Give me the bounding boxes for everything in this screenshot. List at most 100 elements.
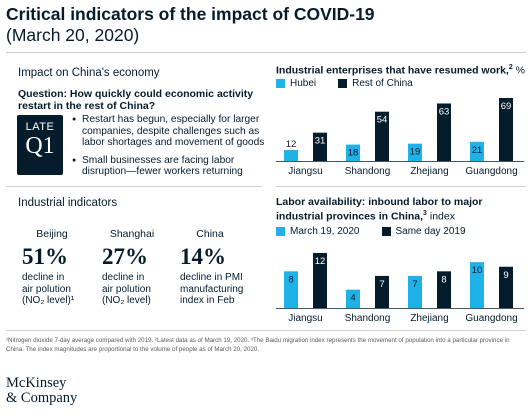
legend-swatch-dark	[381, 227, 391, 236]
bar-value-label: 4	[350, 293, 355, 304]
indicator-desc-line: index in Feb	[180, 295, 235, 306]
legend-label: Hubei	[290, 78, 317, 89]
legend-label: Rest of China	[352, 78, 413, 89]
chart1-svg: 12 31 Jiangsu 18 54 Shandong 19 63 Zhejiang 21 69 G…	[276, 98, 524, 177]
category-label: Shandong	[345, 166, 391, 177]
legend-item: Hubei	[276, 78, 316, 89]
bar-guangdong-series2	[499, 98, 513, 161]
indicator-desc: decline in air polution (NO₂ level)	[102, 272, 192, 307]
bar-value-label: 63	[439, 106, 450, 117]
chart2-title: Labor availability: inbound labor to maj…	[276, 196, 526, 223]
indicator-desc-line: decline in PMI	[180, 272, 243, 283]
legend-item: Same day 2019	[381, 226, 466, 237]
late-label: LATE	[25, 121, 55, 133]
late-q1-badge: LATE Q1	[17, 115, 63, 175]
logo-line: McKinsey	[6, 375, 67, 391]
indicator-city: China	[196, 228, 224, 240]
bar-zhejiang-series1	[408, 143, 422, 161]
indicator-desc-line: decline in	[102, 272, 145, 283]
category-label: Guangdong	[465, 313, 517, 324]
chart1-title: Industrial enterprises that have resumed…	[276, 62, 526, 77]
bar-jiangsu-series1	[284, 150, 298, 161]
indicator-desc-line: decline in	[22, 272, 65, 283]
chart2-title-text: Labor availability: inbound labor to maj…	[276, 196, 483, 223]
chart1-title-text: Industrial enterprises that have resumed…	[276, 64, 509, 77]
bar-guangdong-series2	[499, 266, 513, 308]
bar-shandong-series2	[375, 275, 389, 308]
bar-guangdong-series1	[470, 141, 484, 161]
legend-item: March 19, 2020	[276, 226, 360, 237]
indicator-desc: decline in PMI manufacturing index in Fe…	[180, 272, 270, 307]
bar-value-label: 69	[501, 101, 512, 112]
bar-jiangsu-series2	[313, 253, 327, 308]
bar-value-label: 7	[412, 279, 417, 290]
bar-guangdong-series1	[470, 262, 484, 308]
bar-value-label: 18	[348, 148, 359, 159]
category-label: Zhejiang	[410, 313, 448, 324]
indicator-desc-line: air polution	[102, 283, 151, 295]
bar-zhejiang-series2	[437, 103, 451, 161]
category-label: Shandong	[345, 313, 391, 324]
chart2-legend: March 19, 2020 Same day 2019	[276, 226, 488, 237]
quarter-label: Q1	[25, 133, 55, 159]
bar-shandong-series2	[375, 111, 389, 161]
indicator-desc-line: (NO₂ level)	[102, 295, 151, 306]
impact-heading: Impact on China's economy	[18, 67, 160, 79]
bar-zhejiang-series1	[408, 275, 422, 308]
indicator-desc-line: manufacturing	[180, 283, 244, 295]
category-label: Guangdong	[465, 166, 517, 177]
bar-zhejiang-series2	[437, 271, 451, 308]
indicator-pct: 14%	[180, 244, 226, 269]
bar-value-label: 10	[472, 265, 483, 276]
bar-value-label: 21	[472, 145, 483, 156]
chart1-unit: %	[512, 64, 525, 77]
page-title: Critical indicators of the impact of COV…	[6, 4, 386, 46]
bar-value-label: 54	[377, 115, 388, 126]
mckinsey-logo: McKinsey & Company	[6, 376, 77, 406]
bar-jiangsu-series2	[313, 132, 327, 161]
bar-value-label: 12	[315, 256, 326, 267]
footer-divider	[6, 330, 526, 331]
legend-label: Same day 2019	[395, 226, 466, 237]
bar-value-label: 19	[410, 147, 421, 158]
indicator-pct: 51%	[22, 244, 68, 269]
legend-swatch-light	[276, 79, 285, 88]
bar-value-label: 8	[441, 274, 446, 285]
indicator-desc: decline in air polution (NO₂ level)¹	[22, 272, 112, 307]
question-text: Question: How quickly could economic act…	[18, 88, 254, 112]
title-main: Critical indicators of the impact of COV…	[6, 4, 375, 24]
chart1-title-sup: 2	[508, 64, 513, 71]
category-label: Jiangsu	[288, 313, 322, 324]
logo-line: & Company	[6, 390, 78, 406]
bar-jiangsu-series1	[284, 271, 298, 308]
bar-shandong-series1	[346, 289, 360, 308]
bar-value-label: 31	[315, 136, 326, 147]
indicator-china: China 14% decline in PMI manufacturing i…	[180, 228, 260, 307]
indicators-heading: Industrial indicators	[18, 197, 118, 209]
indicator-desc-line: air polution	[22, 283, 71, 295]
chart1-legend: Hubei Rest of China	[276, 78, 435, 89]
footnote: ¹Nitrogen dioxide 7-day average compared…	[6, 337, 510, 353]
legend-swatch-light	[276, 227, 285, 236]
left-divider	[6, 186, 262, 187]
bullet-item: Small businesses are facing labor disrup…	[72, 155, 267, 178]
title-divider	[6, 52, 526, 53]
chart2-svg: 8 12 Jiangsu 4 7 Shandong 7 8 Zhejiang 10 9 Guangdo…	[276, 253, 524, 324]
bar-value-label: 9	[503, 270, 508, 281]
chart2-title-sup: 3	[423, 210, 427, 217]
indicator-city: Beijing	[36, 228, 68, 240]
bullet-item: Restart has begun, especially for larger…	[72, 114, 267, 149]
legend-label: March 19, 2020	[290, 226, 360, 237]
indicator-desc-line: (NO₂ level)¹	[22, 295, 75, 306]
bar-shandong-series1	[346, 144, 360, 161]
category-label: Jiangsu	[288, 166, 322, 177]
title-date: (March 20, 2020)	[6, 25, 140, 45]
chart-divider	[276, 186, 526, 187]
indicator-beijing: Beijing 51% decline in air polution (NO₂…	[22, 228, 102, 307]
legend-item: Rest of China	[338, 78, 413, 89]
indicator-shanghai: Shanghai 27% decline in air polution (NO…	[102, 228, 182, 307]
bar-value-label: 7	[379, 279, 384, 290]
indicator-city: Shanghai	[109, 228, 155, 240]
bar-value-label: 12	[286, 139, 297, 150]
indicator-pct: 27%	[102, 244, 148, 269]
